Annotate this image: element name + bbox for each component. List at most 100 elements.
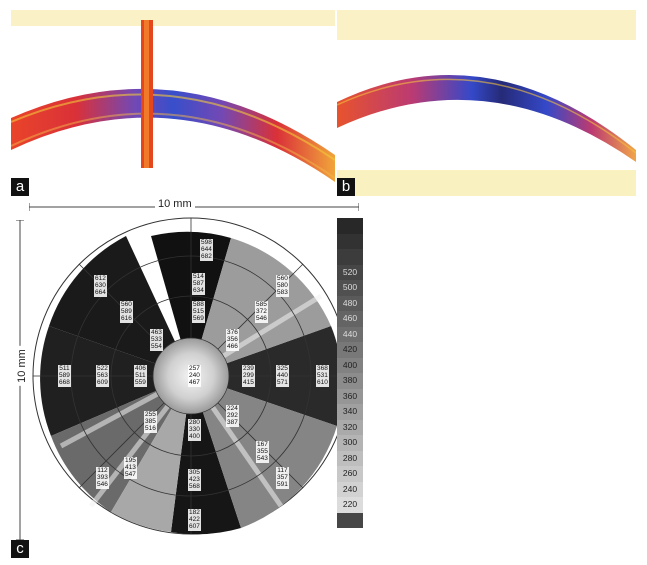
- sector-value: 255: [145, 411, 156, 418]
- sector-value: 560: [121, 301, 132, 308]
- scale-cell: 480: [337, 295, 363, 311]
- scale-cell: 280: [337, 450, 363, 466]
- panel-label-a: a: [11, 178, 29, 196]
- sector-thickness-label: 560 589 616: [120, 301, 133, 323]
- sector-value: 668: [59, 379, 70, 387]
- scale-cell: 240: [337, 481, 363, 497]
- sector-value: 182: [189, 509, 200, 516]
- sector-value: 612: [95, 275, 106, 282]
- sector-thickness-label: 585 372 546: [255, 301, 268, 323]
- sector-value: 406: [135, 365, 146, 372]
- sector-value: 239: [243, 365, 254, 372]
- sector-thickness-label: 167 355 543: [256, 441, 269, 463]
- sector-thickness-label: 182 422 607: [188, 509, 201, 531]
- sector-thickness-label: 255 385 516: [144, 411, 157, 433]
- scale-cell: 500: [337, 280, 363, 296]
- scale-cell: 360: [337, 388, 363, 404]
- sector-value: 257: [189, 365, 200, 372]
- sector-value: 571: [277, 379, 288, 387]
- scale-cell: 300: [337, 435, 363, 451]
- sector-value: 644: [201, 246, 212, 254]
- sector-thickness-label: 588 515 569: [192, 301, 205, 323]
- panel-a: a: [11, 10, 335, 196]
- sector-value: 355: [257, 448, 268, 456]
- sector-value: 589: [121, 308, 132, 316]
- sector-value: 682: [201, 253, 212, 261]
- sector-value: 580: [277, 282, 288, 290]
- sector-value: 240: [189, 372, 200, 380]
- sector-value: 591: [277, 481, 288, 489]
- scale-cell: 400: [337, 357, 363, 373]
- scan-header-band: [11, 10, 335, 26]
- scale-cell: [337, 512, 363, 528]
- sector-value: 569: [193, 315, 204, 323]
- sector-value: 330: [189, 426, 200, 434]
- sector-value: 589: [59, 372, 70, 380]
- sector-value: 422: [189, 516, 200, 524]
- sector-value: 543: [257, 455, 268, 463]
- sector-thickness-label: 112 393 546: [96, 467, 109, 489]
- sector-thickness-label: 560 580 583: [276, 275, 289, 297]
- scale-cell: 520: [337, 264, 363, 280]
- scale-cell: 420: [337, 342, 363, 358]
- sector-value: 554: [151, 343, 162, 351]
- oct-scan-a: [11, 10, 335, 196]
- sector-thickness-label: 376 356 466: [226, 329, 239, 351]
- sector-value: 467: [189, 379, 200, 387]
- sector-value: 372: [256, 308, 267, 316]
- sector-value: 630: [95, 282, 106, 290]
- sector-value: 547: [125, 471, 136, 479]
- sector-value: 607: [189, 523, 200, 531]
- sector-value: 560: [277, 275, 288, 282]
- sector-value: 463: [151, 329, 162, 336]
- sector-value: 400: [189, 433, 200, 441]
- sector-value: 511: [59, 365, 70, 372]
- scale-cell: 440: [337, 326, 363, 342]
- sector-value: 117: [277, 467, 288, 474]
- sector-value: 224: [227, 405, 238, 412]
- sector-value: 511: [135, 372, 146, 380]
- scan-footer-band-b: [337, 170, 636, 196]
- sector-value: 609: [97, 379, 108, 387]
- scale-cell: [337, 218, 363, 234]
- sector-thickness-label: 224 292 387: [226, 405, 239, 427]
- sector-thickness-label: 239 299 415: [242, 365, 255, 387]
- sector-value: 305: [189, 469, 200, 476]
- cornea-cross-section-a: [11, 20, 335, 182]
- sector-value: 325: [277, 365, 288, 372]
- scale-cell: 340: [337, 404, 363, 420]
- sector-value: 393: [97, 474, 108, 482]
- sector-thickness-label: 280 330 400: [188, 419, 201, 441]
- sector-thickness-label: 368 531 610: [316, 365, 329, 387]
- sector-value: 559: [135, 379, 146, 387]
- sector-value: 616: [121, 315, 132, 323]
- sector-thickness-label: 511 589 668: [58, 365, 71, 387]
- panel-label-c: c: [11, 540, 29, 558]
- scale-cell: 220: [337, 497, 363, 513]
- sector-thickness-label: 598 644 682: [200, 239, 213, 261]
- panel-b: b: [337, 10, 636, 196]
- sector-value: 299: [243, 372, 254, 380]
- sector-value: 546: [97, 481, 108, 489]
- scale-cell: [337, 249, 363, 265]
- sector-value: 385: [145, 418, 156, 426]
- sector-value: 568: [189, 483, 200, 491]
- sector-value: 522: [97, 365, 108, 372]
- sector-thickness-label: 522 563 609: [96, 365, 109, 387]
- scan-header-band-b: [337, 10, 636, 40]
- sector-value: 440: [277, 372, 288, 380]
- sector-thickness-label: 325 440 571: [276, 365, 289, 387]
- sector-value: 546: [256, 315, 267, 323]
- sector-value: 533: [151, 336, 162, 344]
- cornea-cross-section-b: [337, 75, 636, 162]
- sector-value: 280: [189, 419, 200, 426]
- sector-thickness-label: 406 511 559: [134, 365, 147, 387]
- sector-thickness-label: 514 587 634: [192, 273, 205, 295]
- sector-value: 515: [193, 308, 204, 316]
- sector-value: 368: [317, 365, 328, 372]
- sector-value: 357: [277, 474, 288, 482]
- scale-cell: 380: [337, 373, 363, 389]
- scale-cell: 320: [337, 419, 363, 435]
- sector-value: 516: [145, 425, 156, 433]
- thickness-scale: 520 500 480 460 440 420 400 380 360 340 320 300 280 2…: [337, 218, 363, 528]
